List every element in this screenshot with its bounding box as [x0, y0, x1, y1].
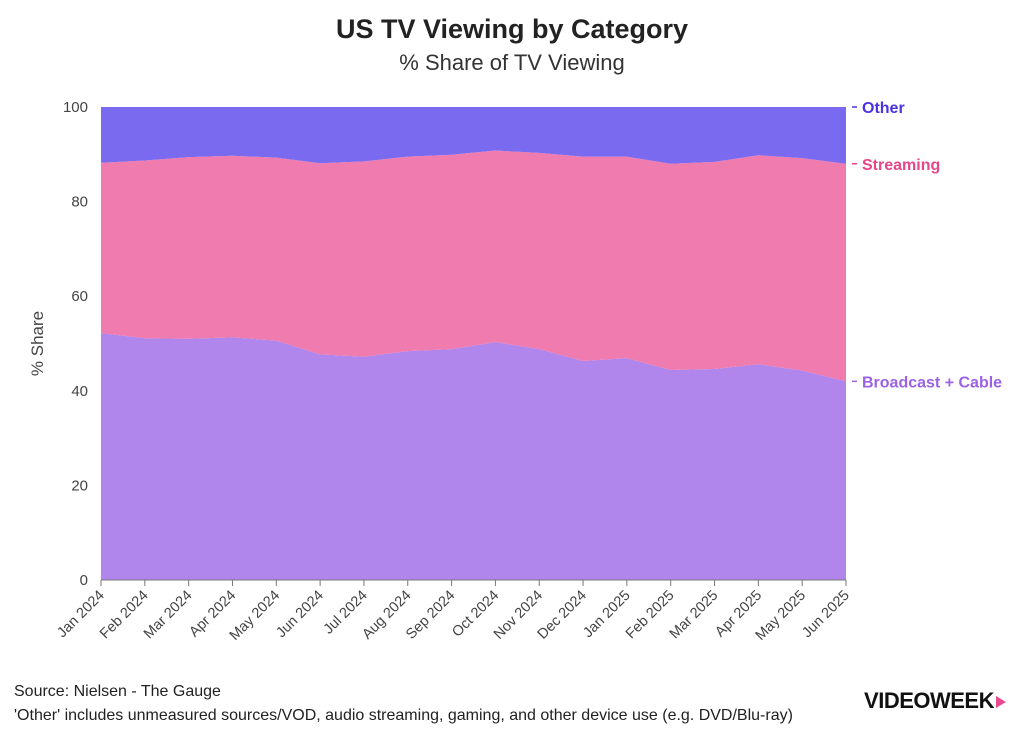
y-tick-label: 80: [71, 194, 88, 211]
videoweek-logo: VIDEOWEEK: [864, 688, 1006, 714]
series-area-other: [101, 107, 846, 164]
series-area-streaming: [101, 150, 846, 382]
brand-name: VIDEOWEEK: [864, 688, 994, 713]
y-tick-label: 0: [80, 572, 88, 589]
x-tick-label: Jun 2024: [273, 588, 327, 642]
source-note: Source: Nielsen - The Gauge: [14, 683, 221, 700]
chart-title: US TV Viewing by Category: [335, 14, 689, 44]
series-area-broadcast-cable: [101, 333, 846, 580]
series-label: Streaming: [862, 157, 940, 174]
series-label: Broadcast + Cable: [862, 374, 1002, 391]
x-tick-label: Mar 2024: [141, 588, 196, 643]
other-definition-note: 'Other' includes unmeasured sources/VOD,…: [14, 707, 793, 724]
y-tick-label: 60: [71, 288, 88, 305]
series-label: Other: [862, 100, 905, 117]
x-tick-label: Jun 2025: [799, 588, 853, 642]
play-arrow-icon: [996, 696, 1006, 709]
x-tick-label: Mar 2025: [667, 588, 722, 643]
y-tick-label: 40: [71, 383, 88, 400]
y-axis-title: % Share: [28, 311, 47, 376]
y-tick-label: 20: [71, 477, 88, 494]
y-tick-label: 100: [63, 99, 88, 116]
chart-subtitle: % Share of TV Viewing: [399, 50, 625, 75]
